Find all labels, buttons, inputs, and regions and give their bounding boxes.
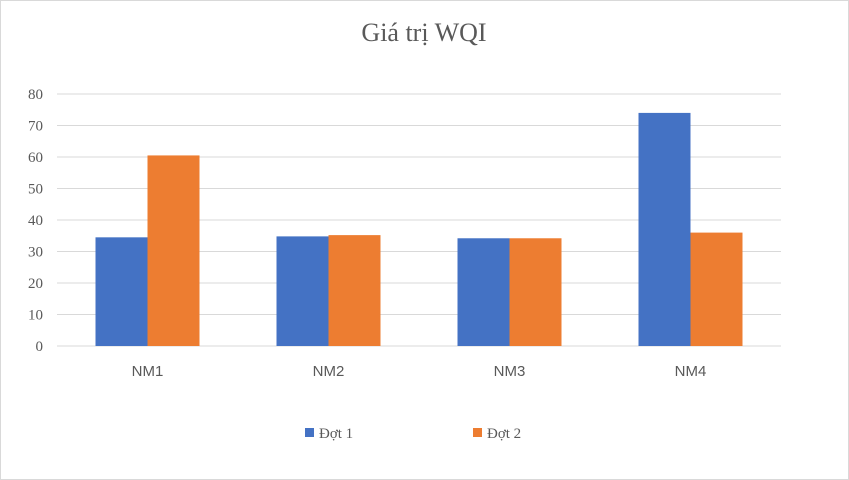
- bar: [509, 238, 562, 346]
- legend-swatch: [473, 428, 482, 437]
- y-tick-label: 30: [28, 245, 43, 261]
- y-tick-label: 20: [28, 276, 43, 292]
- bar: [690, 232, 743, 346]
- x-category-label: NM1: [132, 363, 164, 380]
- legend-label: Đợt 1: [319, 426, 353, 442]
- y-tick-label: 80: [28, 87, 43, 103]
- x-category-label: NM4: [675, 363, 707, 380]
- y-tick-label: 10: [28, 308, 43, 324]
- x-category-label: NM3: [494, 363, 526, 380]
- bar: [276, 236, 329, 346]
- chart-title: Giá trị WQI: [361, 18, 486, 47]
- bar: [147, 155, 200, 346]
- y-tick-label: 60: [28, 150, 43, 166]
- bar: [328, 235, 381, 346]
- bar: [638, 112, 691, 347]
- y-tick-label: 50: [28, 182, 43, 198]
- y-axis-tick-labels: 0 10 20 30 40 50 60 70 80: [28, 87, 43, 355]
- bar: [95, 237, 148, 346]
- y-tick-label: 40: [28, 213, 43, 229]
- bars: [95, 112, 743, 347]
- x-axis-category-labels: NM1 NM2 NM3 NM4: [132, 363, 707, 380]
- legend-label: Đợt 2: [487, 426, 521, 442]
- y-tick-label: 0: [36, 339, 44, 355]
- bar: [457, 238, 510, 346]
- y-tick-label: 70: [28, 119, 43, 135]
- x-category-label: NM2: [313, 363, 345, 380]
- legend-swatch: [305, 428, 314, 437]
- legend: Đợt 1 Đợt 2: [305, 426, 521, 442]
